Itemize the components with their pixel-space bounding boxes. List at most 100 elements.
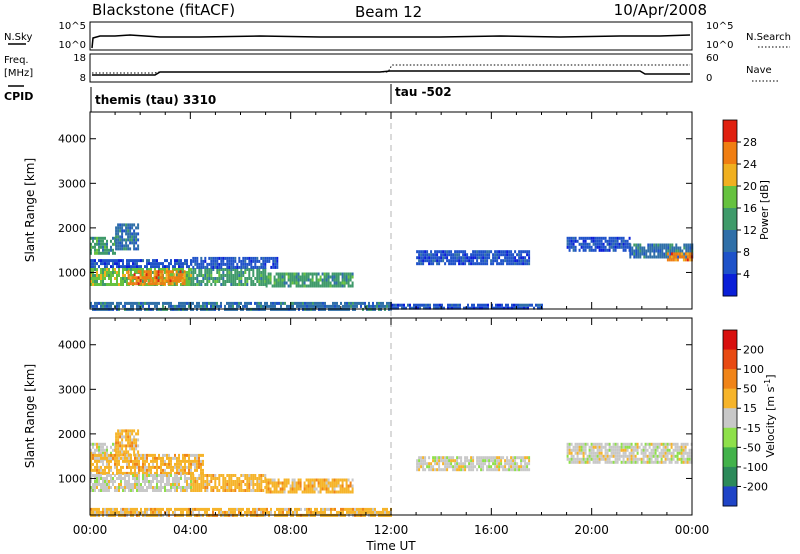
echo-cell <box>180 474 182 477</box>
echo-cell <box>238 274 241 277</box>
echo-cell <box>230 477 233 480</box>
echo-cell <box>496 253 499 257</box>
echo-cell <box>458 250 461 254</box>
echo-cell <box>303 487 306 491</box>
echo-cell <box>478 465 481 469</box>
echo-cell <box>250 483 253 486</box>
echo-cell <box>572 236 575 240</box>
echo-cell <box>90 245 92 249</box>
echo-cell <box>212 265 215 269</box>
echo-cell <box>120 283 122 286</box>
echo-cell <box>428 253 431 257</box>
echo-cell <box>218 280 221 283</box>
echo-cell <box>528 468 531 472</box>
echo-cell <box>508 250 511 254</box>
echo-cell <box>208 483 211 486</box>
echo-cell <box>118 471 120 475</box>
echo-cell <box>94 480 96 483</box>
echo-cell <box>204 507 206 511</box>
echo-cell <box>420 250 423 254</box>
echo-cell <box>256 274 259 277</box>
echo-cell <box>90 262 92 266</box>
echo-cell <box>482 262 485 266</box>
echo-cell <box>503 306 505 310</box>
echo-cell <box>162 507 164 511</box>
echo-cell <box>620 454 623 458</box>
echo-cell <box>220 256 223 260</box>
echo-cell <box>444 462 447 466</box>
echo-cell <box>356 507 358 511</box>
echo-cell <box>186 510 188 514</box>
echo-cell <box>403 306 405 310</box>
echo-cell <box>106 471 108 475</box>
echo-cell <box>184 468 186 472</box>
echo-cell <box>506 253 509 257</box>
echo-cell <box>424 456 427 460</box>
echo-cell <box>470 456 473 460</box>
echo-cell <box>350 301 352 305</box>
echo-cell <box>234 259 237 263</box>
echo-cell <box>173 273 176 277</box>
echo-cell <box>526 262 529 266</box>
echo-cell <box>170 301 172 305</box>
echo-cell <box>508 459 511 463</box>
echo-cell <box>566 454 569 458</box>
cpid-program-1: themis (tau) 3310 <box>95 93 216 107</box>
echo-cell <box>206 301 208 305</box>
echo-cell <box>499 303 501 307</box>
echo-cell <box>594 248 597 252</box>
echo-cell <box>204 283 207 286</box>
echo-cell <box>92 486 94 489</box>
echo-cell <box>266 507 268 511</box>
echo-cell <box>510 465 513 469</box>
echo-cell <box>664 457 667 461</box>
freq-trace <box>92 70 690 76</box>
echo-cell <box>144 462 146 466</box>
echo-cell <box>675 246 678 250</box>
echo-cell <box>146 456 148 460</box>
echo-cell <box>204 259 207 263</box>
echo-cell <box>612 239 615 243</box>
echo-cell <box>333 278 336 282</box>
echo-cell <box>119 238 122 242</box>
echo-cell <box>210 304 212 308</box>
echo-cell <box>159 270 162 274</box>
echo-cell <box>112 271 114 274</box>
echo-cell <box>688 451 691 455</box>
echo-cell <box>428 456 431 460</box>
echo-cell <box>256 477 259 480</box>
echo-cell <box>136 271 138 274</box>
echo-cell <box>364 510 366 514</box>
echo-cell <box>273 481 276 485</box>
echo-cell <box>341 281 344 285</box>
echo-cell <box>432 262 435 266</box>
echo-cell <box>234 474 237 477</box>
echo-cell <box>470 253 473 257</box>
echo-cell <box>474 256 477 260</box>
echo-cell <box>267 272 270 276</box>
echo-cell <box>131 232 134 236</box>
echo-cell <box>94 274 96 277</box>
echo-cell <box>184 462 186 466</box>
echo-cell <box>98 457 100 461</box>
echo-cell <box>358 510 360 514</box>
echo-cell <box>666 457 669 461</box>
echo-cell <box>337 272 340 276</box>
echo-cell <box>196 486 199 489</box>
echo-cell <box>188 486 190 489</box>
echo-cell <box>270 256 273 260</box>
echo-cell <box>96 486 98 489</box>
echo-cell <box>671 246 674 250</box>
echo-cell <box>305 278 308 282</box>
echo-cell <box>685 255 688 259</box>
echo-cell <box>391 303 393 307</box>
echo-cell <box>520 468 523 472</box>
echo-cell <box>124 507 126 511</box>
echo-cell <box>688 454 691 458</box>
echo-cell <box>132 262 134 266</box>
echo-cell <box>244 304 246 308</box>
echo-cell <box>200 468 202 472</box>
echo-cell <box>164 483 166 486</box>
echo-cell <box>582 239 585 243</box>
echo-cell <box>210 480 213 483</box>
